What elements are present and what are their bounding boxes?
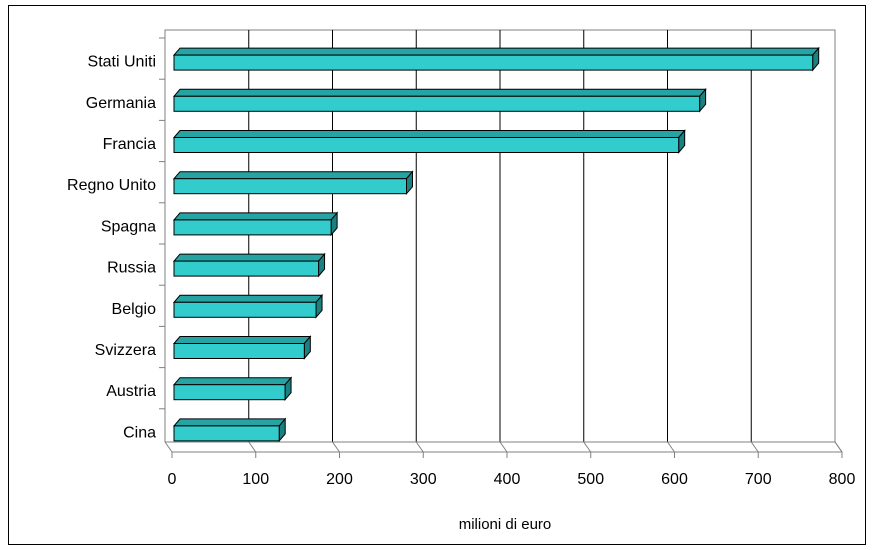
bar bbox=[172, 335, 312, 360]
category-label: Francia bbox=[103, 136, 156, 153]
bar-top-face bbox=[172, 377, 293, 386]
bar-top-face bbox=[172, 212, 339, 221]
category-label: Germania bbox=[86, 95, 156, 112]
bar bbox=[172, 129, 686, 154]
label-layer: 0 100 200 300 400 500 600 700 800 Stati Uniti Germ… bbox=[67, 54, 855, 488]
floor-gridline bbox=[499, 441, 508, 453]
floor-gridline bbox=[248, 441, 257, 453]
x-tick-label: 800 bbox=[829, 471, 856, 488]
bar-front-face bbox=[173, 425, 280, 442]
bar-front-face bbox=[173, 95, 701, 112]
x-tick-label: 600 bbox=[661, 471, 688, 488]
x-tick-label: 100 bbox=[242, 471, 269, 488]
bar bbox=[172, 46, 820, 72]
x-tick-label: 300 bbox=[410, 471, 437, 488]
category-label: Cina bbox=[123, 424, 156, 441]
floor-gridline bbox=[164, 441, 173, 453]
x-tick-label: 700 bbox=[745, 471, 772, 488]
bar-top-face bbox=[172, 336, 312, 344]
bar-front-face bbox=[173, 178, 407, 195]
bar-front-face bbox=[173, 301, 317, 318]
bar bbox=[172, 170, 414, 196]
bar-front-face bbox=[173, 260, 320, 277]
bar bbox=[172, 293, 324, 319]
bar bbox=[172, 211, 339, 237]
category-label: Austria bbox=[106, 383, 156, 400]
bar-top-face bbox=[172, 171, 414, 180]
bar bbox=[172, 252, 326, 278]
bar-top-face bbox=[172, 418, 287, 427]
bar-layer bbox=[172, 46, 820, 443]
x-tick-label: 400 bbox=[494, 471, 521, 488]
bar-top-face bbox=[172, 47, 820, 56]
floor-gridline bbox=[583, 441, 592, 453]
bar-top-face bbox=[172, 294, 324, 303]
bar-front-face bbox=[173, 219, 332, 236]
floor-gridline bbox=[332, 441, 340, 453]
category-label: Belgio bbox=[112, 301, 157, 318]
x-axis-title: milioni di euro bbox=[459, 516, 552, 533]
bar bbox=[172, 417, 287, 443]
x-tick-label: 500 bbox=[577, 471, 604, 488]
bar-front-face bbox=[173, 343, 305, 359]
bar-top-face bbox=[172, 253, 326, 262]
bar-front-face bbox=[173, 137, 680, 153]
x-tick-label: 200 bbox=[326, 471, 353, 488]
floor-gridline bbox=[415, 441, 424, 453]
floor-right-edge bbox=[834, 441, 843, 453]
category-label: Russia bbox=[107, 260, 156, 277]
floor-gridline bbox=[750, 441, 759, 453]
bar bbox=[172, 376, 293, 402]
category-label: Svizzera bbox=[95, 342, 156, 359]
bar bbox=[172, 87, 707, 113]
bar-top-face bbox=[172, 88, 707, 97]
bar-front-face bbox=[173, 54, 814, 71]
floor-gridline bbox=[667, 441, 675, 453]
x-tick-label: 0 bbox=[168, 471, 177, 488]
category-label: Stati Uniti bbox=[88, 54, 156, 71]
category-label: Spagna bbox=[101, 218, 156, 235]
bar-front-face bbox=[173, 384, 286, 401]
category-label: Regno Unito bbox=[67, 177, 156, 194]
bar-top-face bbox=[172, 130, 686, 138]
